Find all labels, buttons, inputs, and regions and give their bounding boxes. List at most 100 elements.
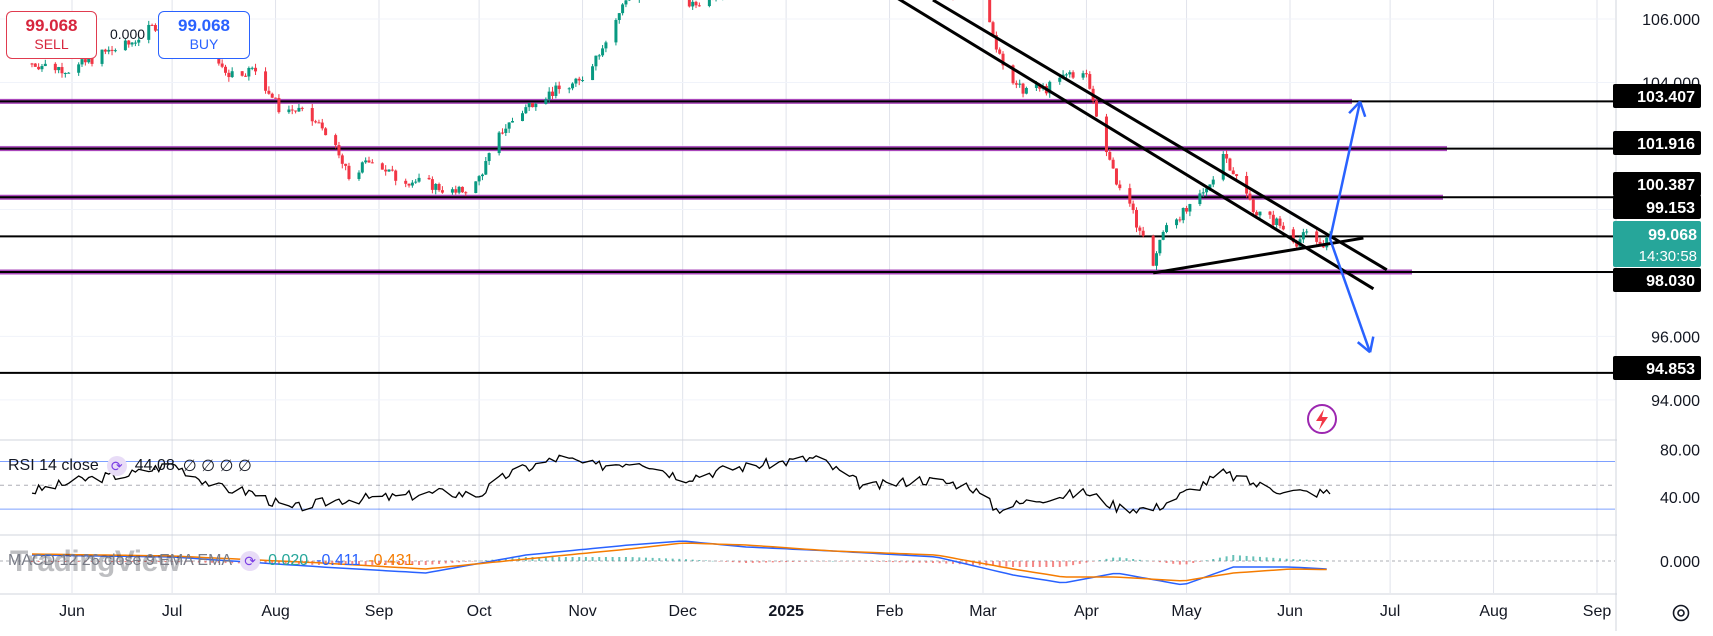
macd-histogram-bar — [805, 561, 807, 562]
macd-histogram-bar — [572, 557, 574, 561]
price-tick-label: 94.000 — [1651, 393, 1700, 410]
macd-histogram-bar — [1226, 556, 1228, 561]
indicator-refresh-icon[interactable]: ⟳ — [240, 551, 260, 571]
time-tick-label: Aug — [1479, 603, 1507, 620]
candle-body — [151, 25, 154, 26]
candle-body — [30, 63, 33, 64]
candle-body — [1072, 72, 1075, 77]
candle-body — [1222, 154, 1225, 180]
macd-histogram-bar — [1292, 559, 1294, 561]
settings-gear-icon[interactable] — [1671, 603, 1691, 623]
candle-body — [54, 64, 57, 70]
buy-button[interactable]: 99.068 BUY — [158, 11, 250, 59]
macd-signal-value: -0.431 — [368, 552, 413, 570]
candle-body — [347, 166, 350, 179]
macd-histogram-bar — [1306, 560, 1308, 561]
rsi-legend[interactable]: RSI 14 close ⟳ 44.08 ∅ ∅ ∅ ∅ — [8, 456, 252, 476]
time-tick-label: Jun — [59, 603, 85, 620]
candle-body — [221, 64, 224, 67]
macd-histogram-bar — [798, 561, 800, 562]
candle-body — [341, 155, 344, 163]
macd-histogram-bar — [1159, 561, 1161, 562]
candle-body — [1268, 212, 1271, 215]
macd-histogram-bar — [1132, 559, 1134, 561]
macd-histogram-bar — [705, 560, 707, 561]
candle-body — [574, 79, 577, 84]
macd-histogram-bar — [1072, 561, 1074, 565]
candle-body — [81, 59, 84, 64]
time-tick-label: Oct — [467, 603, 492, 620]
macd-histogram-bar — [1266, 557, 1268, 561]
candle-body — [247, 68, 250, 77]
macd-title: MACD 12 26 close 9 EMA EMA — [8, 552, 232, 570]
macd-histogram-bar — [471, 561, 473, 562]
macd-histogram-bar — [919, 561, 921, 563]
macd-histogram-bar — [1146, 561, 1148, 562]
lightning-icon — [1308, 405, 1336, 433]
rsi-placeholders: ∅ ∅ ∅ ∅ — [183, 456, 252, 476]
sell-button[interactable]: 99.068 SELL — [6, 11, 97, 59]
macd-histogram-bar — [912, 561, 914, 563]
macd-histogram-bar — [1299, 559, 1301, 561]
candle-body — [451, 189, 454, 192]
macd-legend[interactable]: MACD 12 26 close 9 EMA EMA ⟳ 0.020 -0.41… — [8, 551, 414, 571]
macd-histogram-bar — [845, 561, 847, 562]
candle-body — [277, 98, 280, 112]
candle-body — [40, 66, 43, 69]
candle-body — [708, 0, 711, 6]
macd-histogram-bar — [445, 561, 447, 563]
candle-body — [1138, 228, 1141, 231]
macd-histogram-bar — [1279, 558, 1281, 561]
time-tick-label: Mar — [969, 603, 997, 620]
candle-body — [37, 67, 40, 69]
candle-body — [408, 184, 411, 186]
rsi-value: 44.08 — [135, 457, 175, 475]
level-price-label: 99.153 — [1646, 200, 1695, 217]
candle-body — [464, 192, 467, 193]
macd-histogram-bar — [785, 561, 787, 562]
candle-body — [411, 183, 414, 186]
macd-histogram-bar — [465, 561, 467, 562]
candle-body — [357, 173, 360, 179]
candle-body — [498, 133, 501, 154]
candle-body — [1305, 231, 1308, 232]
candle-body — [1188, 204, 1191, 212]
macd-histogram-bar — [852, 561, 854, 562]
candle-body — [1178, 219, 1181, 220]
candle-body — [317, 122, 320, 123]
candle-body — [614, 20, 617, 42]
horizontal-levels — [0, 101, 1615, 372]
candle-body — [227, 73, 230, 77]
macd-histogram-bar — [865, 561, 867, 562]
candle-body — [474, 181, 477, 193]
macd-histogram-bar — [565, 557, 567, 561]
candle-body — [388, 170, 391, 172]
macd-histogram-bar — [1172, 561, 1174, 564]
candle-body — [104, 50, 107, 52]
macd-histogram-bar — [1032, 561, 1034, 567]
macd-histogram-bar — [1045, 561, 1047, 567]
candle-body — [57, 67, 60, 70]
candle-body — [361, 162, 364, 172]
candle-body — [438, 184, 441, 190]
candle-body — [1018, 84, 1021, 85]
candle-body — [337, 145, 340, 155]
macd-histogram-bar — [1206, 560, 1208, 561]
candle-body — [1162, 232, 1165, 240]
buy-price: 99.068 — [159, 17, 249, 35]
macd-histogram-bar — [745, 561, 747, 563]
macd-histogram-bar — [738, 561, 740, 563]
candle-body — [598, 55, 601, 56]
macd-histogram-bar — [939, 561, 941, 563]
candle-body — [594, 56, 597, 67]
macd-histogram-bar — [485, 560, 487, 561]
indicator-refresh-icon[interactable]: ⟳ — [107, 456, 127, 476]
candle-body — [1132, 204, 1135, 210]
macd-histogram-bar — [612, 557, 614, 561]
projection-arrow — [1330, 102, 1360, 239]
macd-histogram-bar — [879, 561, 881, 562]
candle-body — [111, 50, 114, 51]
macd-histogram-bar — [812, 561, 814, 562]
level-price-label: 98.030 — [1646, 273, 1695, 290]
